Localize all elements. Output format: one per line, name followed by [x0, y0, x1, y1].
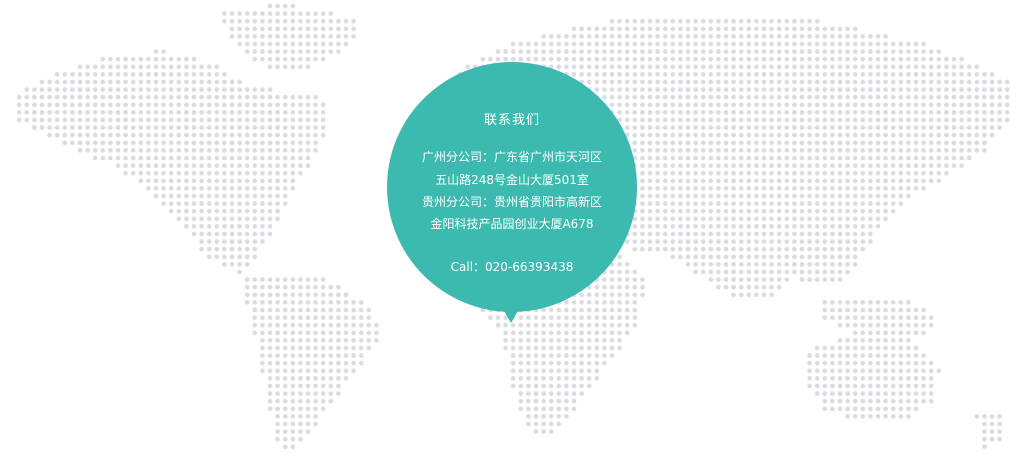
- contact-bubble: 联系我们 广州分公司：广东省广州市天河区 五山路248号金山大厦501室 贵州分…: [387, 62, 637, 312]
- bubble-pointer: [503, 309, 519, 323]
- contact-line-4: 金阳科技产品园创业大厦A678: [430, 217, 594, 231]
- contact-line-3: 贵州分公司：贵州省贵阳市高新区: [421, 195, 602, 209]
- contact-line-1: 广州分公司：广东省广州市天河区: [421, 150, 602, 164]
- contact-title: 联系我们: [483, 113, 540, 128]
- contact-call: Call：020-66393438: [450, 260, 574, 274]
- contact-line-2: 五山路248号金山大厦501室: [435, 173, 589, 187]
